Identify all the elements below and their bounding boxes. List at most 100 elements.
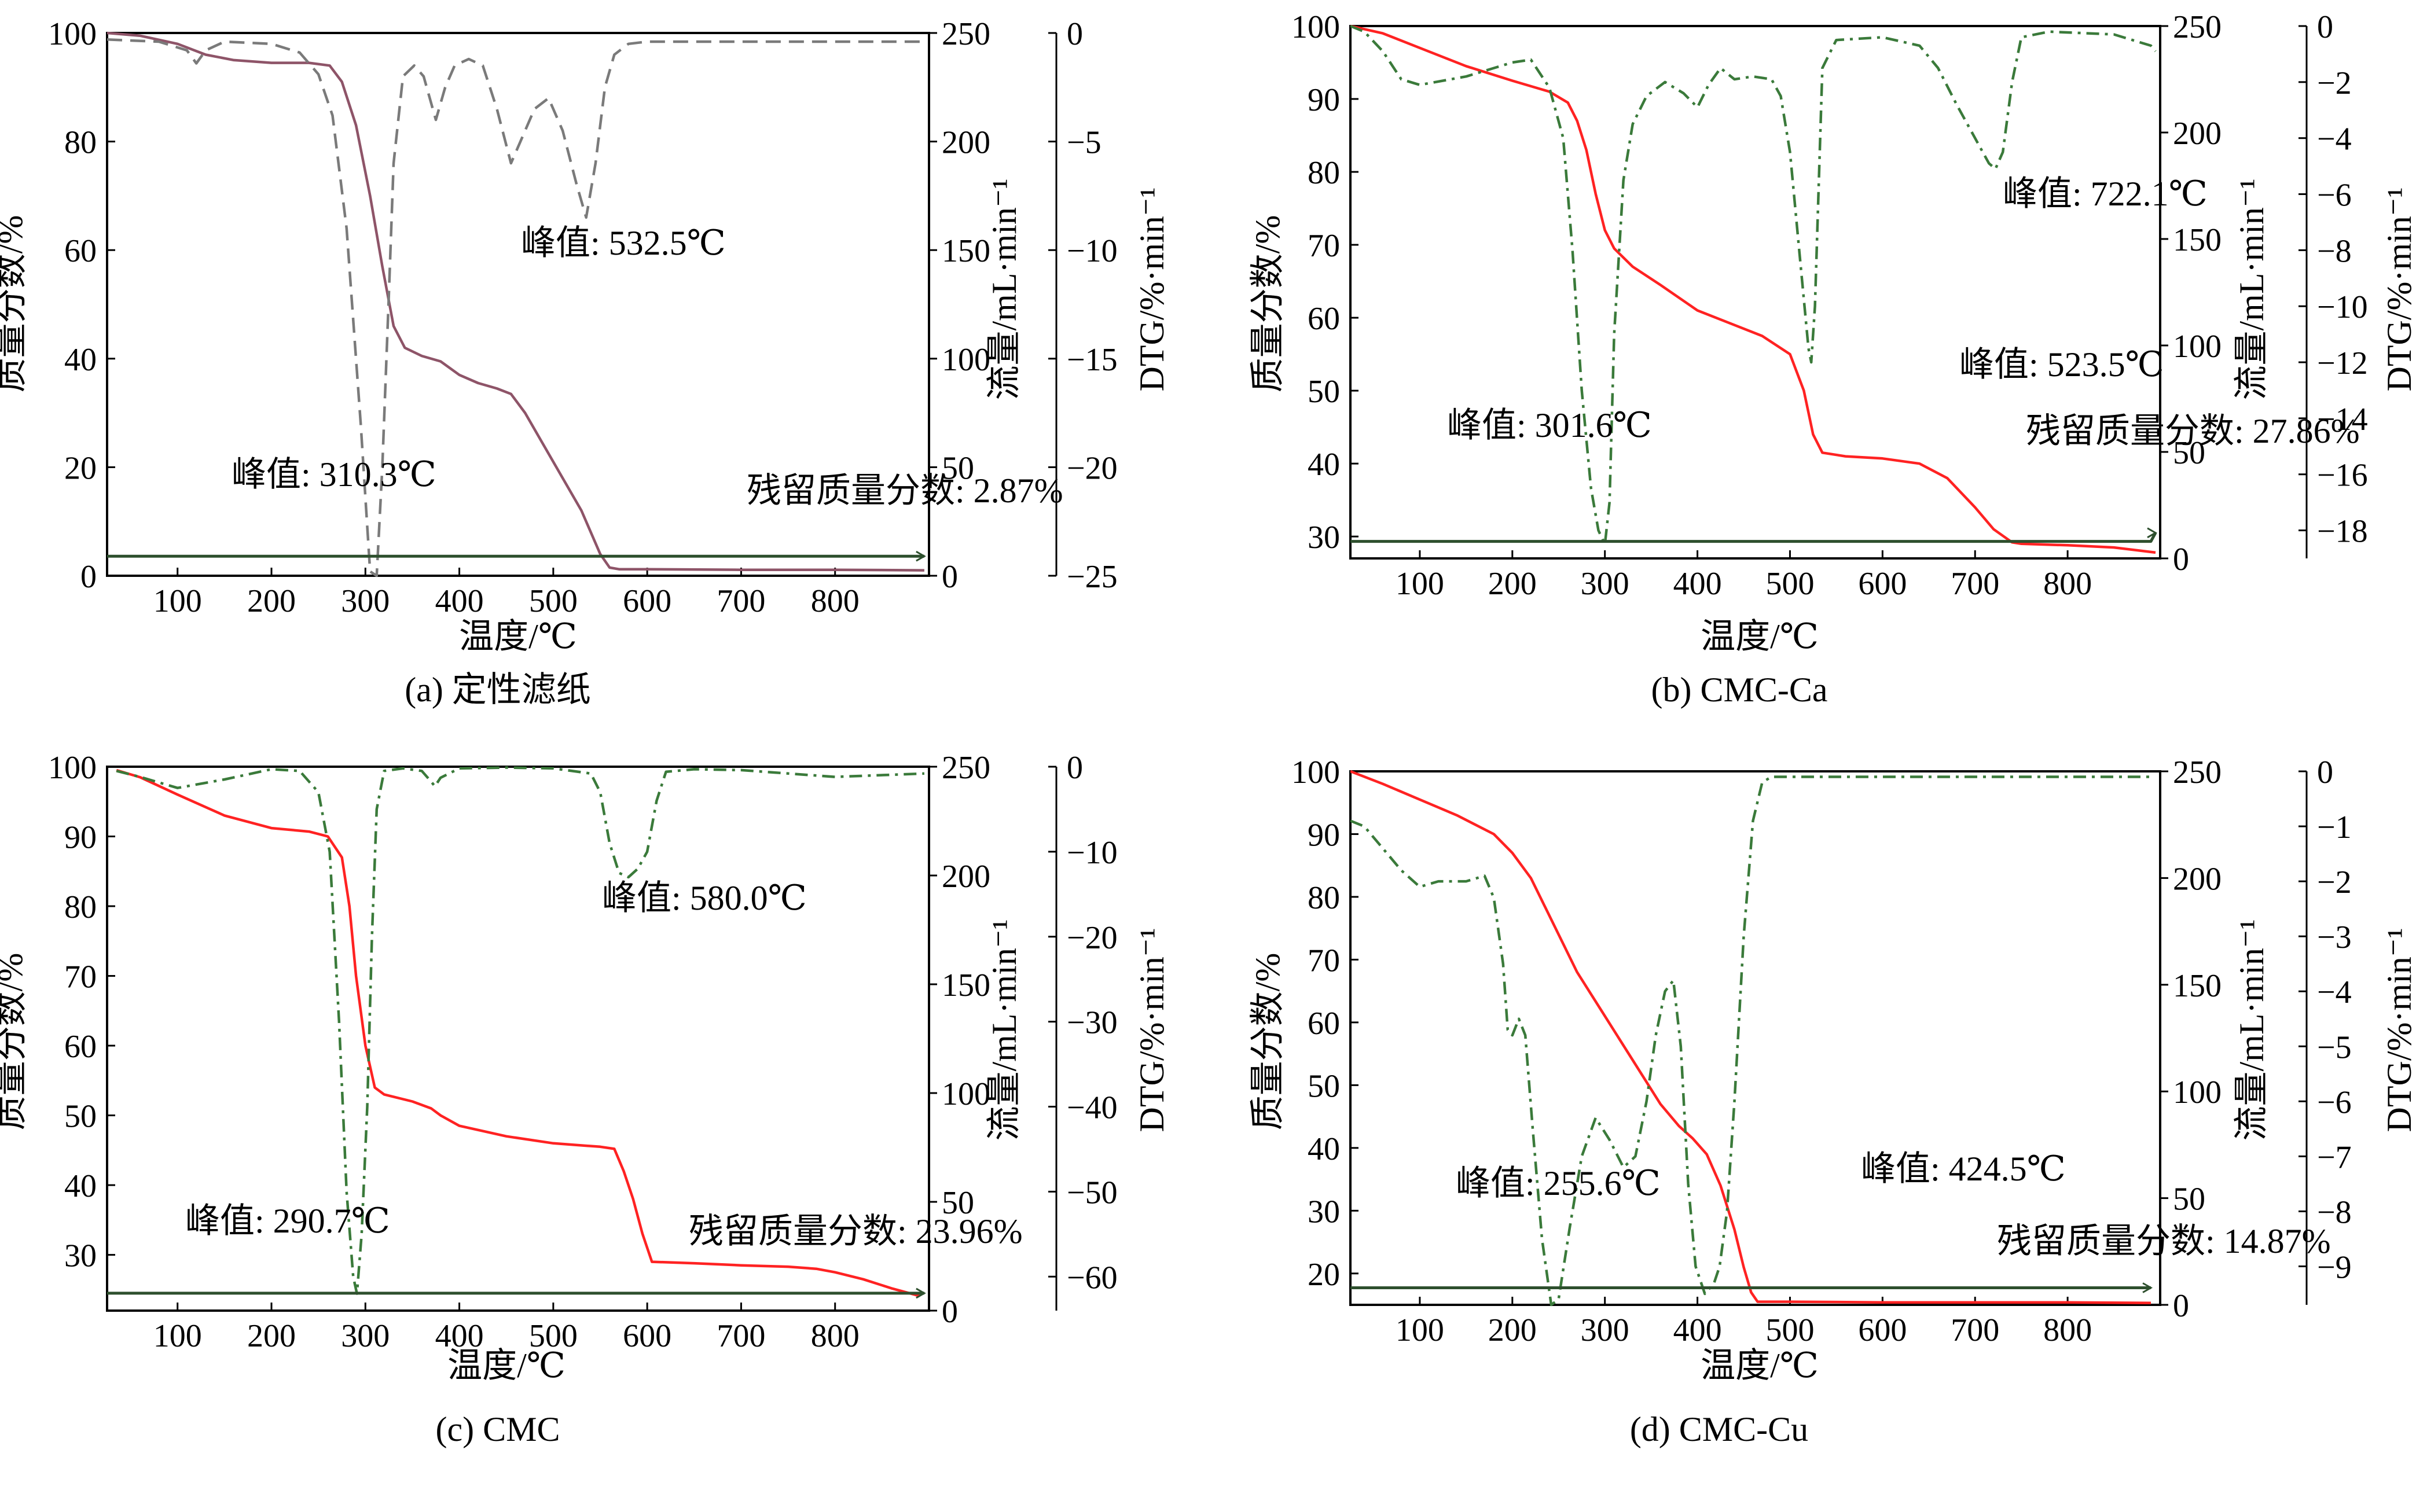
y-flow-tick-label: 250 [942, 16, 990, 52]
x-tick-label: 100 [1396, 1312, 1444, 1348]
x-tick-label: 200 [247, 1318, 296, 1354]
y-left-axis-label: 质量分数/% [0, 953, 30, 1131]
x-tick-label: 600 [1858, 1312, 1907, 1348]
annotation-label: 峰值: 290.7℃ [185, 1202, 390, 1240]
x-tick-label: 800 [811, 583, 860, 619]
y-flow-tick-label: 250 [2173, 755, 2222, 790]
y-left-tick-label: 20 [1308, 1257, 1340, 1293]
y-left-tick-label: 60 [64, 1029, 97, 1065]
y-flow-tick-label: 100 [2173, 329, 2222, 365]
x-tick-label: 400 [435, 1318, 484, 1354]
y-left-tick-label: 90 [64, 820, 97, 856]
y-dtg-tick-label: −4 [2317, 974, 2352, 1010]
y-flow-tick-label: 150 [2173, 222, 2222, 258]
y-dtg-tick-label: −25 [1067, 559, 1118, 595]
annotation-label: 峰值: 532.5℃ [521, 224, 726, 262]
y-left-axis-label: 质量分数/% [0, 215, 30, 393]
annotation-label: 峰值: 722.1℃ [2003, 175, 2208, 213]
y-dtg-tick-label: −10 [1067, 233, 1118, 269]
y-dtg-tick-label: −1 [2317, 810, 2352, 845]
y-flow-tick-label: 50 [2173, 1182, 2205, 1217]
x-tick-label: 400 [1673, 1312, 1722, 1348]
chart-panel-b: 100 200 300 400 500 600 700 8003040506070809010… [1249, 9, 2418, 709]
y-dtg-tick-label: −20 [1067, 920, 1118, 956]
y-left-tick-label: 90 [1308, 817, 1340, 853]
y-flow-tick-label: 200 [942, 125, 990, 161]
y-left-tick-label: 20 [64, 450, 97, 486]
y-left-tick-label: 80 [1308, 155, 1340, 191]
panel-caption: (d) CMC-Cu [1630, 1410, 1808, 1448]
annotation-label: 峰值: 580.0℃ [602, 879, 807, 917]
plot-frame [1349, 25, 2161, 560]
x-tick-label: 300 [341, 583, 390, 619]
x-tick-label: 200 [1488, 1312, 1537, 1348]
y-left-tick-label: 50 [1308, 374, 1340, 410]
y-left-tick-label: 30 [64, 1238, 97, 1274]
y-dtg-tick-label: −8 [2317, 1194, 2352, 1230]
y-flow-tick-label: 0 [2173, 1288, 2189, 1324]
x-axis-label: 温度/℃ [459, 617, 577, 656]
y-dtg-tick-label: −4 [2317, 122, 2352, 157]
x-tick-label: 400 [435, 583, 484, 619]
series-dtg-line [1350, 24, 2157, 546]
x-tick-label: 600 [623, 583, 671, 619]
annotation-label: 峰值: 424.5℃ [1861, 1150, 2066, 1188]
y-left-tick-label: 30 [1308, 520, 1340, 555]
y-flow-tick-label: 50 [942, 1185, 974, 1221]
x-tick-label: 300 [1581, 1312, 1629, 1348]
y-flow-axis-label: 流量/mL·min⁻¹ [2233, 919, 2271, 1141]
flow-end-arrow [916, 550, 926, 562]
y-dtg-tick-label: −12 [2317, 345, 2368, 381]
chart-panel-c: 100 200 300 400 500 600 700 8003040506070809010… [0, 750, 1171, 1448]
y-dtg-tick-label: −9 [2317, 1249, 2352, 1285]
y-left-tick-label: 100 [48, 16, 97, 52]
y-left-tick-label: 0 [80, 559, 97, 595]
y-flow-tick-label: 50 [942, 450, 974, 486]
y-left-tick-label: 40 [1308, 447, 1340, 483]
y-dtg-tick-label: −20 [1067, 450, 1118, 486]
y-left-tick-label: 100 [1291, 9, 1340, 45]
plot-frame [1349, 770, 2161, 1306]
panel-caption: (c) CMC [436, 1410, 560, 1448]
x-axis-label: 温度/℃ [1701, 1347, 1819, 1385]
x-tick-label: 100 [153, 1318, 202, 1354]
series-dtg-line [1350, 775, 2151, 1307]
x-tick-label: 200 [247, 583, 296, 619]
x-tick-label: 500 [1765, 566, 1814, 602]
y-left-tick-label: 60 [64, 233, 97, 269]
plot-frame [106, 32, 930, 577]
y-dtg-axis-label: DTG/%·min⁻¹ [2380, 187, 2418, 392]
y-dtg-tick-label: −8 [2317, 233, 2352, 269]
x-tick-label: 700 [717, 583, 765, 619]
x-tick-label: 800 [2043, 1312, 2092, 1348]
y-dtg-tick-label: 0 [1067, 750, 1083, 786]
x-tick-label: 300 [341, 1318, 390, 1354]
y-flow-tick-label: 0 [942, 559, 958, 595]
x-tick-label: 700 [717, 1318, 765, 1354]
y-dtg-tick-label: −14 [2317, 402, 2368, 437]
y-left-tick-label: 50 [64, 1099, 97, 1135]
flow-end-arrow [916, 1287, 926, 1299]
x-tick-label: 800 [2043, 566, 2092, 602]
x-tick-label: 700 [1951, 566, 1999, 602]
y-dtg-tick-label: −16 [2317, 458, 2368, 494]
annotation-label: 残留质量分数: 14.87% [1997, 1222, 2331, 1260]
y-flow-tick-label: 150 [942, 233, 990, 269]
y-dtg-tick-label: −10 [1067, 835, 1118, 871]
y-dtg-tick-label: −5 [1067, 125, 1101, 161]
y-left-tick-label: 60 [1308, 1006, 1340, 1042]
y-left-tick-label: 80 [64, 889, 97, 925]
y-left-tick-label: 30 [1308, 1194, 1340, 1230]
y-dtg-axis-label: DTG/%·min⁻¹ [1133, 187, 1171, 392]
series-mass-line [116, 768, 920, 1297]
annotation-label: 残留质量分数: 2.87% [747, 472, 1063, 510]
y-dtg-tick-label: 0 [1067, 16, 1083, 52]
y-flow-tick-label: 50 [2173, 435, 2205, 471]
x-axis-label: 温度/℃ [1701, 617, 1819, 656]
y-dtg-tick-label: −50 [1067, 1175, 1118, 1211]
y-flow-axis-label: 流量/mL·min⁻¹ [2233, 179, 2271, 400]
series-dtg-line [107, 38, 924, 577]
y-left-tick-label: 60 [1308, 301, 1340, 337]
y-dtg-tick-label: −60 [1067, 1260, 1118, 1296]
